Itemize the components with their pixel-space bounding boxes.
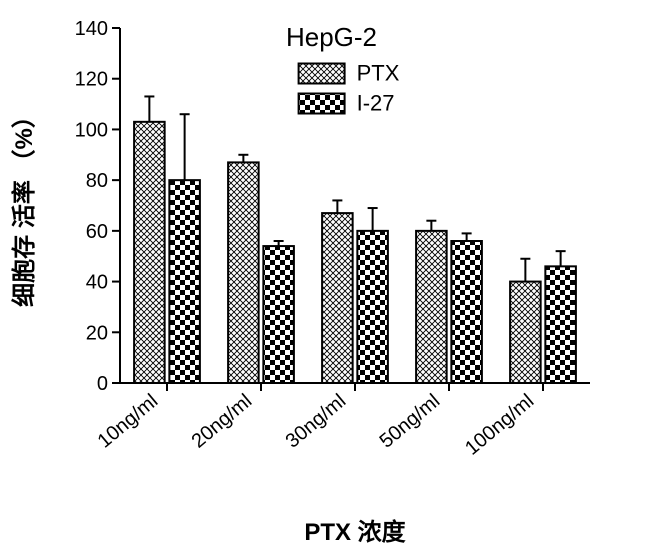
y-axis-title: 细胞存 活率 （%） — [10, 104, 38, 307]
y-tick-label: 120 — [75, 69, 108, 91]
chart-title: HepG-2 — [286, 22, 377, 52]
x-axis-title: PTX 浓度 — [304, 518, 406, 546]
chart-container: 0 20 40 60 80 100 120 140 细胞存 活率 （%） 10ng/ml 20ng/… — [0, 0, 652, 547]
x-tick-label: 20ng/ml — [188, 390, 257, 453]
y-tick-label: 80 — [86, 170, 108, 192]
y-tick-label: 60 — [86, 221, 108, 243]
bar — [322, 213, 353, 383]
bar — [228, 162, 259, 383]
bar — [545, 266, 576, 383]
bar — [134, 122, 165, 383]
y-tick-label: 20 — [86, 322, 108, 344]
x-tick-label: 100ng/ml — [461, 390, 538, 460]
x-tick-label: 10ng/ml — [94, 390, 163, 453]
bar — [451, 241, 482, 383]
bar — [510, 282, 541, 383]
y-tick-label: 0 — [97, 373, 108, 395]
legend-label: PTX — [357, 61, 400, 86]
bar — [357, 231, 388, 383]
x-tick-label: 30ng/ml — [282, 390, 351, 453]
y-tick-label: 40 — [86, 272, 108, 294]
bar — [263, 246, 294, 383]
legend-swatch — [299, 64, 345, 84]
bar-chart-svg: 0 20 40 60 80 100 120 140 细胞存 活率 （%） 10ng/ml 20ng/… — [0, 0, 652, 547]
bar — [169, 180, 200, 383]
legend-label: I-27 — [357, 91, 395, 116]
legend-swatch — [299, 94, 345, 114]
y-tick-label: 140 — [75, 18, 108, 40]
y-tick-label: 100 — [75, 119, 108, 141]
x-tick-label: 50ng/ml — [376, 390, 445, 453]
bar — [416, 231, 447, 383]
